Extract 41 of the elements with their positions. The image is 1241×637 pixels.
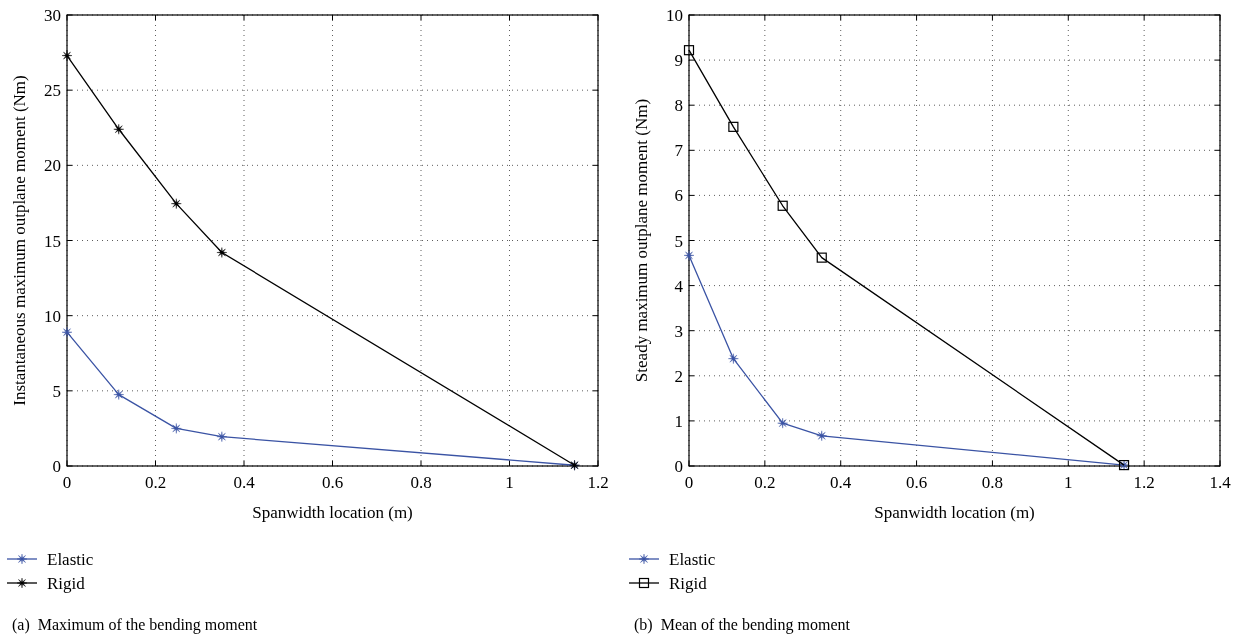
y-tick-label: 8 (674, 96, 683, 116)
x-tick-label: 1 (1064, 473, 1073, 492)
y-axis-title: Instantaneous maximum outplane moment (Nm) (10, 75, 29, 406)
y-tick-label: 9 (674, 51, 683, 71)
legend-label: Elastic (669, 550, 716, 569)
legend-label: Rigid (669, 574, 708, 593)
y-tick-label: 5 (674, 231, 683, 251)
x-tick-label: 0.8 (981, 473, 1004, 492)
x-tick-label: 1.2 (587, 473, 609, 492)
x-tick-label: 0.4 (233, 473, 256, 492)
text: (b) Mean of the bending moment (634, 616, 851, 634)
y-tick-label: 0 (52, 457, 61, 476)
x-axis-title: Spanwidth location (m) (874, 503, 1035, 522)
text: (a) Maximum of the bending moment (12, 616, 258, 634)
x-tick-label: 1.2 (1133, 473, 1155, 492)
y-tick-label: 20 (44, 156, 61, 176)
y-tick-label: 5 (52, 381, 61, 401)
x-tick-label: 0.2 (754, 473, 776, 492)
y-tick-label: 15 (44, 231, 61, 251)
y-tick-label: 10 (44, 306, 61, 326)
legend-label: Elastic (47, 550, 94, 569)
y-tick-label: 30 (44, 6, 61, 25)
y-tick-label: 3 (674, 321, 683, 341)
y-tick-label: 2 (674, 366, 683, 386)
x-tick-label: 0.2 (144, 473, 167, 492)
x-axis-title: Spanwidth location (m) (252, 503, 413, 522)
legend-label: Rigid (47, 574, 86, 593)
x-tick-label: 0.6 (321, 473, 344, 492)
y-tick-label: 25 (44, 81, 61, 101)
y-tick-label: 1 (674, 411, 683, 431)
y-tick-label: 4 (674, 276, 684, 296)
x-tick-label: 0.4 (830, 473, 852, 492)
y-axis-title: Steady maximum outplane moment (Nm) (632, 98, 651, 383)
y-tick-label: 10 (666, 6, 683, 25)
y-tick-label: 7 (674, 141, 684, 161)
x-tick-label: 0.8 (410, 473, 432, 492)
x-tick-label: 1.4 (1209, 473, 1232, 492)
y-tick-label: 0 (674, 457, 683, 476)
x-tick-label: 1 (505, 473, 514, 492)
y-tick-label: 6 (674, 186, 683, 206)
x-tick-label: 0.6 (905, 473, 928, 492)
